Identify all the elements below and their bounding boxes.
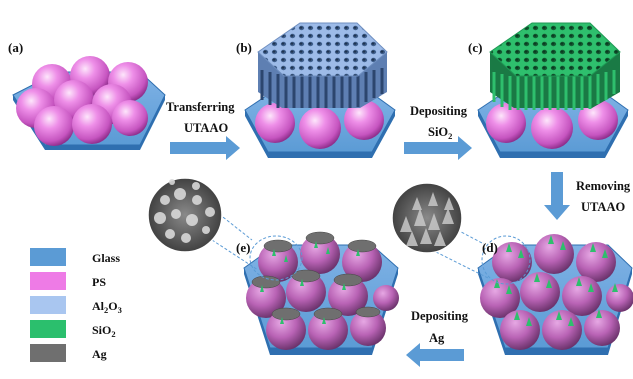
sio2-nanocones-d [494,235,618,326]
legend: Glass PS Al2O3 SiO2 Ag [30,248,122,362]
sio2-layer-top [489,22,621,77]
panel-e: (e) [236,231,399,355]
legend-item-glass: Glass [30,248,120,266]
sio2-nanocones-e [260,241,360,324]
legend-item-sio2: SiO2 [30,320,116,339]
step-deposit-ag-line2: Ag [429,331,445,345]
legend-item-ag: Ag [30,344,107,362]
panel-label-c: (c) [468,40,482,55]
ps-spheres-c [486,100,618,149]
step-transfer-line1: Transferring [166,100,235,114]
panel-b: (b) [236,22,396,158]
ps-spheres-e [246,234,399,350]
legend-label-ag: Ag [92,347,107,361]
step-remove-line2: UTAAO [581,200,625,214]
sem-inset-d [391,182,489,279]
step-deposit-sio2-line2: SiO2 [428,125,452,141]
zoom-circle-e [249,235,303,281]
arrow-remove: Removing UTAAO [544,172,631,220]
step-deposit-sio2-line1: Depositing [410,104,468,118]
panel-label-d: (d) [482,240,498,255]
ag-nanostructures-e [251,231,381,321]
al2o3-membrane-top [257,22,388,77]
panel-label-b: (b) [236,40,252,55]
step-remove-line1: Removing [576,179,631,193]
legend-label-glass: Glass [92,251,120,265]
legend-item-al2o3: Al2O3 [30,296,122,315]
panel-a: (a) [8,40,166,150]
legend-item-ps: PS [30,272,106,290]
legend-label-al2o3: Al2O3 [92,299,122,315]
arrow-deposit-sio2: Depositing SiO2 [404,104,472,160]
panel-label-a: (a) [8,40,23,55]
panel-label-e: (e) [236,240,250,255]
arrow-transfer: Transferring UTAAO [166,100,240,160]
panel-d: (d) [477,234,633,355]
legend-label-sio2: SiO2 [92,323,116,339]
ps-spheres-d [480,234,633,350]
ps-spheres-a [16,56,148,146]
legend-label-ps: PS [92,275,106,289]
sio2-pillars-side [492,70,616,110]
zoom-circle-d [481,235,531,285]
ps-spheres-b [255,100,384,149]
step-deposit-ag-line1: Depositing [411,309,469,323]
arrow-deposit-ag: Depositing Ag [406,309,469,367]
panel-c: (c) [468,22,629,158]
step-transfer-line2: UTAAO [184,121,228,135]
sem-inset-e [147,177,259,271]
al2o3-pores-side [260,68,384,108]
